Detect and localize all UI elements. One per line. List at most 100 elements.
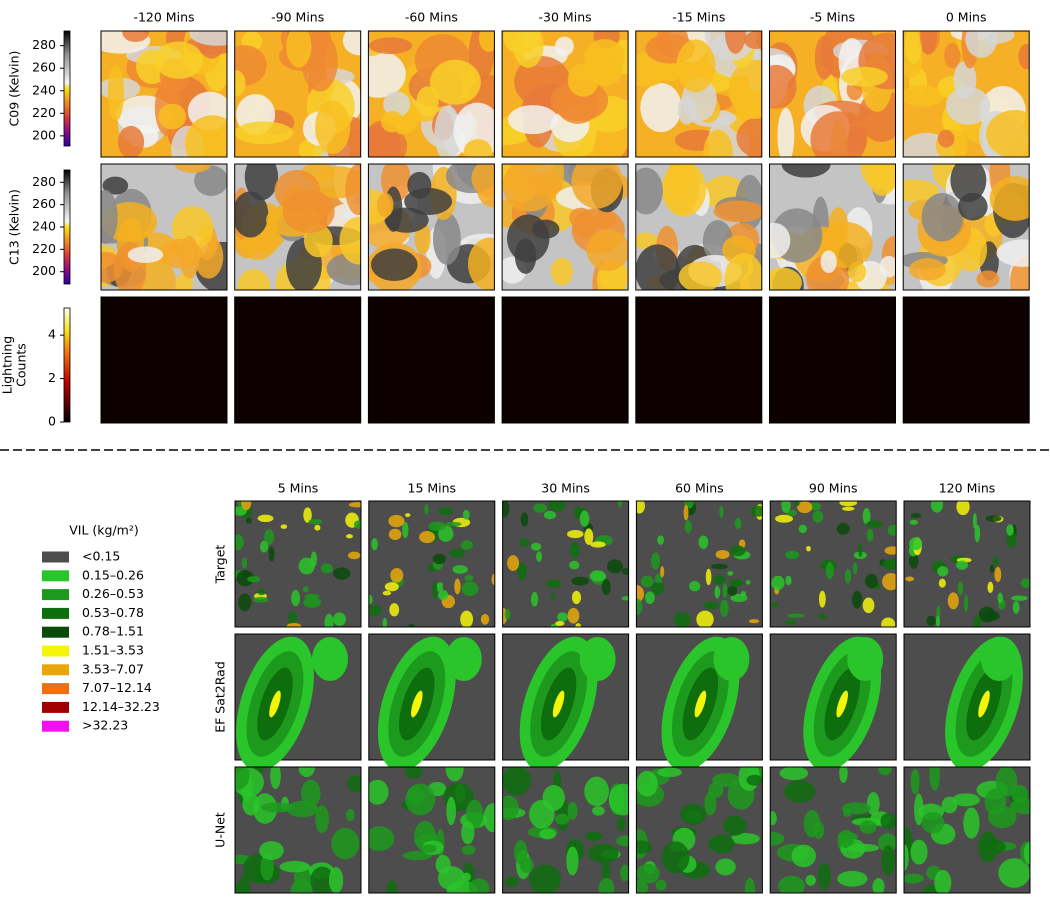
- panel-texture-group: [377, 636, 482, 772]
- image-panel: [904, 501, 1030, 627]
- panel-frame: [903, 766, 1031, 894]
- panel-frame: [501, 296, 629, 424]
- panel-texture: [158, 103, 187, 130]
- panel-texture: [786, 509, 798, 516]
- panel-texture: [479, 31, 495, 52]
- panel-texture: [748, 619, 760, 624]
- panel-texture-group: [519, 636, 616, 772]
- panel-texture: [539, 828, 556, 840]
- image-panel: [770, 767, 897, 893]
- panel-texture: [640, 575, 654, 588]
- panel-texture: [723, 815, 747, 836]
- panel-texture: [937, 566, 949, 577]
- panel-texture: [704, 791, 717, 816]
- panel-texture: [887, 524, 897, 536]
- legend-swatch: [42, 626, 69, 638]
- panel-frame: [100, 30, 228, 158]
- panel-texture: [904, 31, 923, 65]
- panel-texture: [517, 562, 527, 581]
- image-panel: [235, 501, 361, 627]
- panel-texture: [463, 139, 493, 157]
- panel-texture: [866, 528, 874, 542]
- panel-frame: [769, 163, 896, 291]
- panel-texture: [194, 165, 227, 196]
- panel-texture: [550, 592, 556, 601]
- panel-texture: [433, 212, 461, 265]
- panel-texture: [650, 582, 665, 595]
- panel-texture: [914, 793, 924, 826]
- panel-texture: [720, 599, 729, 618]
- panel-texture: [950, 164, 987, 203]
- panel-texture: [636, 880, 649, 893]
- panel-texture: [382, 617, 388, 627]
- colorbar-tick-label: 2: [48, 370, 56, 385]
- panel-texture: [909, 519, 918, 525]
- panel-texture: [787, 613, 806, 618]
- panel-texture: [461, 581, 479, 596]
- panel-texture: [987, 581, 994, 594]
- legend-label: 0.78–1.51: [82, 624, 144, 639]
- panel-texture: [689, 581, 701, 592]
- legend-label: <0.15: [82, 549, 120, 564]
- legend-label: 7.07–12.14: [82, 680, 152, 695]
- panel-texture: [333, 567, 351, 580]
- panel-background: [635, 297, 762, 423]
- image-panel: [903, 31, 1030, 157]
- panel-texture: [818, 590, 826, 608]
- panel-texture: [102, 176, 129, 195]
- panel-texture: [461, 820, 475, 845]
- panel-texture: [882, 573, 897, 591]
- panel-texture: [865, 573, 878, 589]
- panel-texture: [290, 879, 313, 893]
- panel-texture: [308, 518, 323, 525]
- panel-texture: [310, 866, 335, 893]
- legend-title: VIL (kg/m²): [69, 523, 139, 538]
- image-panel: [636, 501, 763, 627]
- panel-texture: [390, 567, 404, 583]
- panel-texture: [635, 167, 664, 215]
- panel-texture: [1023, 842, 1030, 865]
- legend-swatch: [42, 570, 69, 582]
- panel-texture: [301, 779, 321, 807]
- panel-frame: [368, 500, 496, 628]
- panel-texture: [963, 807, 980, 839]
- panel-texture: [590, 541, 606, 548]
- panel-texture: [416, 86, 439, 117]
- panel-texture: [903, 85, 945, 107]
- panel-texture: [566, 846, 579, 876]
- panel-texture: [279, 860, 310, 873]
- panel-texture: [585, 831, 603, 842]
- panel-texture: [986, 110, 1030, 157]
- legend-label: 1.51–3.53: [82, 643, 144, 658]
- panel-texture: [728, 59, 762, 119]
- panel-texture: [315, 100, 351, 155]
- panel-texture: [715, 858, 736, 876]
- panel-texture: [989, 564, 994, 573]
- panel-texture: [722, 583, 728, 599]
- panel-texture: [286, 622, 302, 627]
- panel-texture: [853, 562, 858, 575]
- panel-texture: [504, 608, 511, 621]
- panel-texture: [713, 200, 762, 223]
- image-panel: [635, 164, 762, 290]
- panel-texture: [719, 505, 724, 518]
- panel-texture: [237, 269, 271, 290]
- panel-texture: [122, 31, 150, 42]
- panel-texture: [242, 571, 250, 578]
- panel-texture: [621, 567, 629, 575]
- panel-texture: [467, 237, 495, 290]
- panel-texture: [810, 111, 867, 157]
- panel-texture: [347, 775, 361, 793]
- colorbar-tick-label: 220: [32, 241, 56, 256]
- panel-texture: [533, 503, 548, 513]
- column-title: 30 Mins: [541, 481, 590, 496]
- panel-texture: [419, 531, 436, 544]
- panel-texture: [314, 524, 321, 531]
- panel-texture: [368, 779, 389, 805]
- panel-texture: [259, 841, 284, 860]
- panel-texture: [771, 575, 785, 591]
- panel-frame: [502, 766, 630, 894]
- panel-background: [903, 297, 1030, 423]
- panel-texture: [592, 806, 605, 816]
- panel-frame: [635, 163, 763, 291]
